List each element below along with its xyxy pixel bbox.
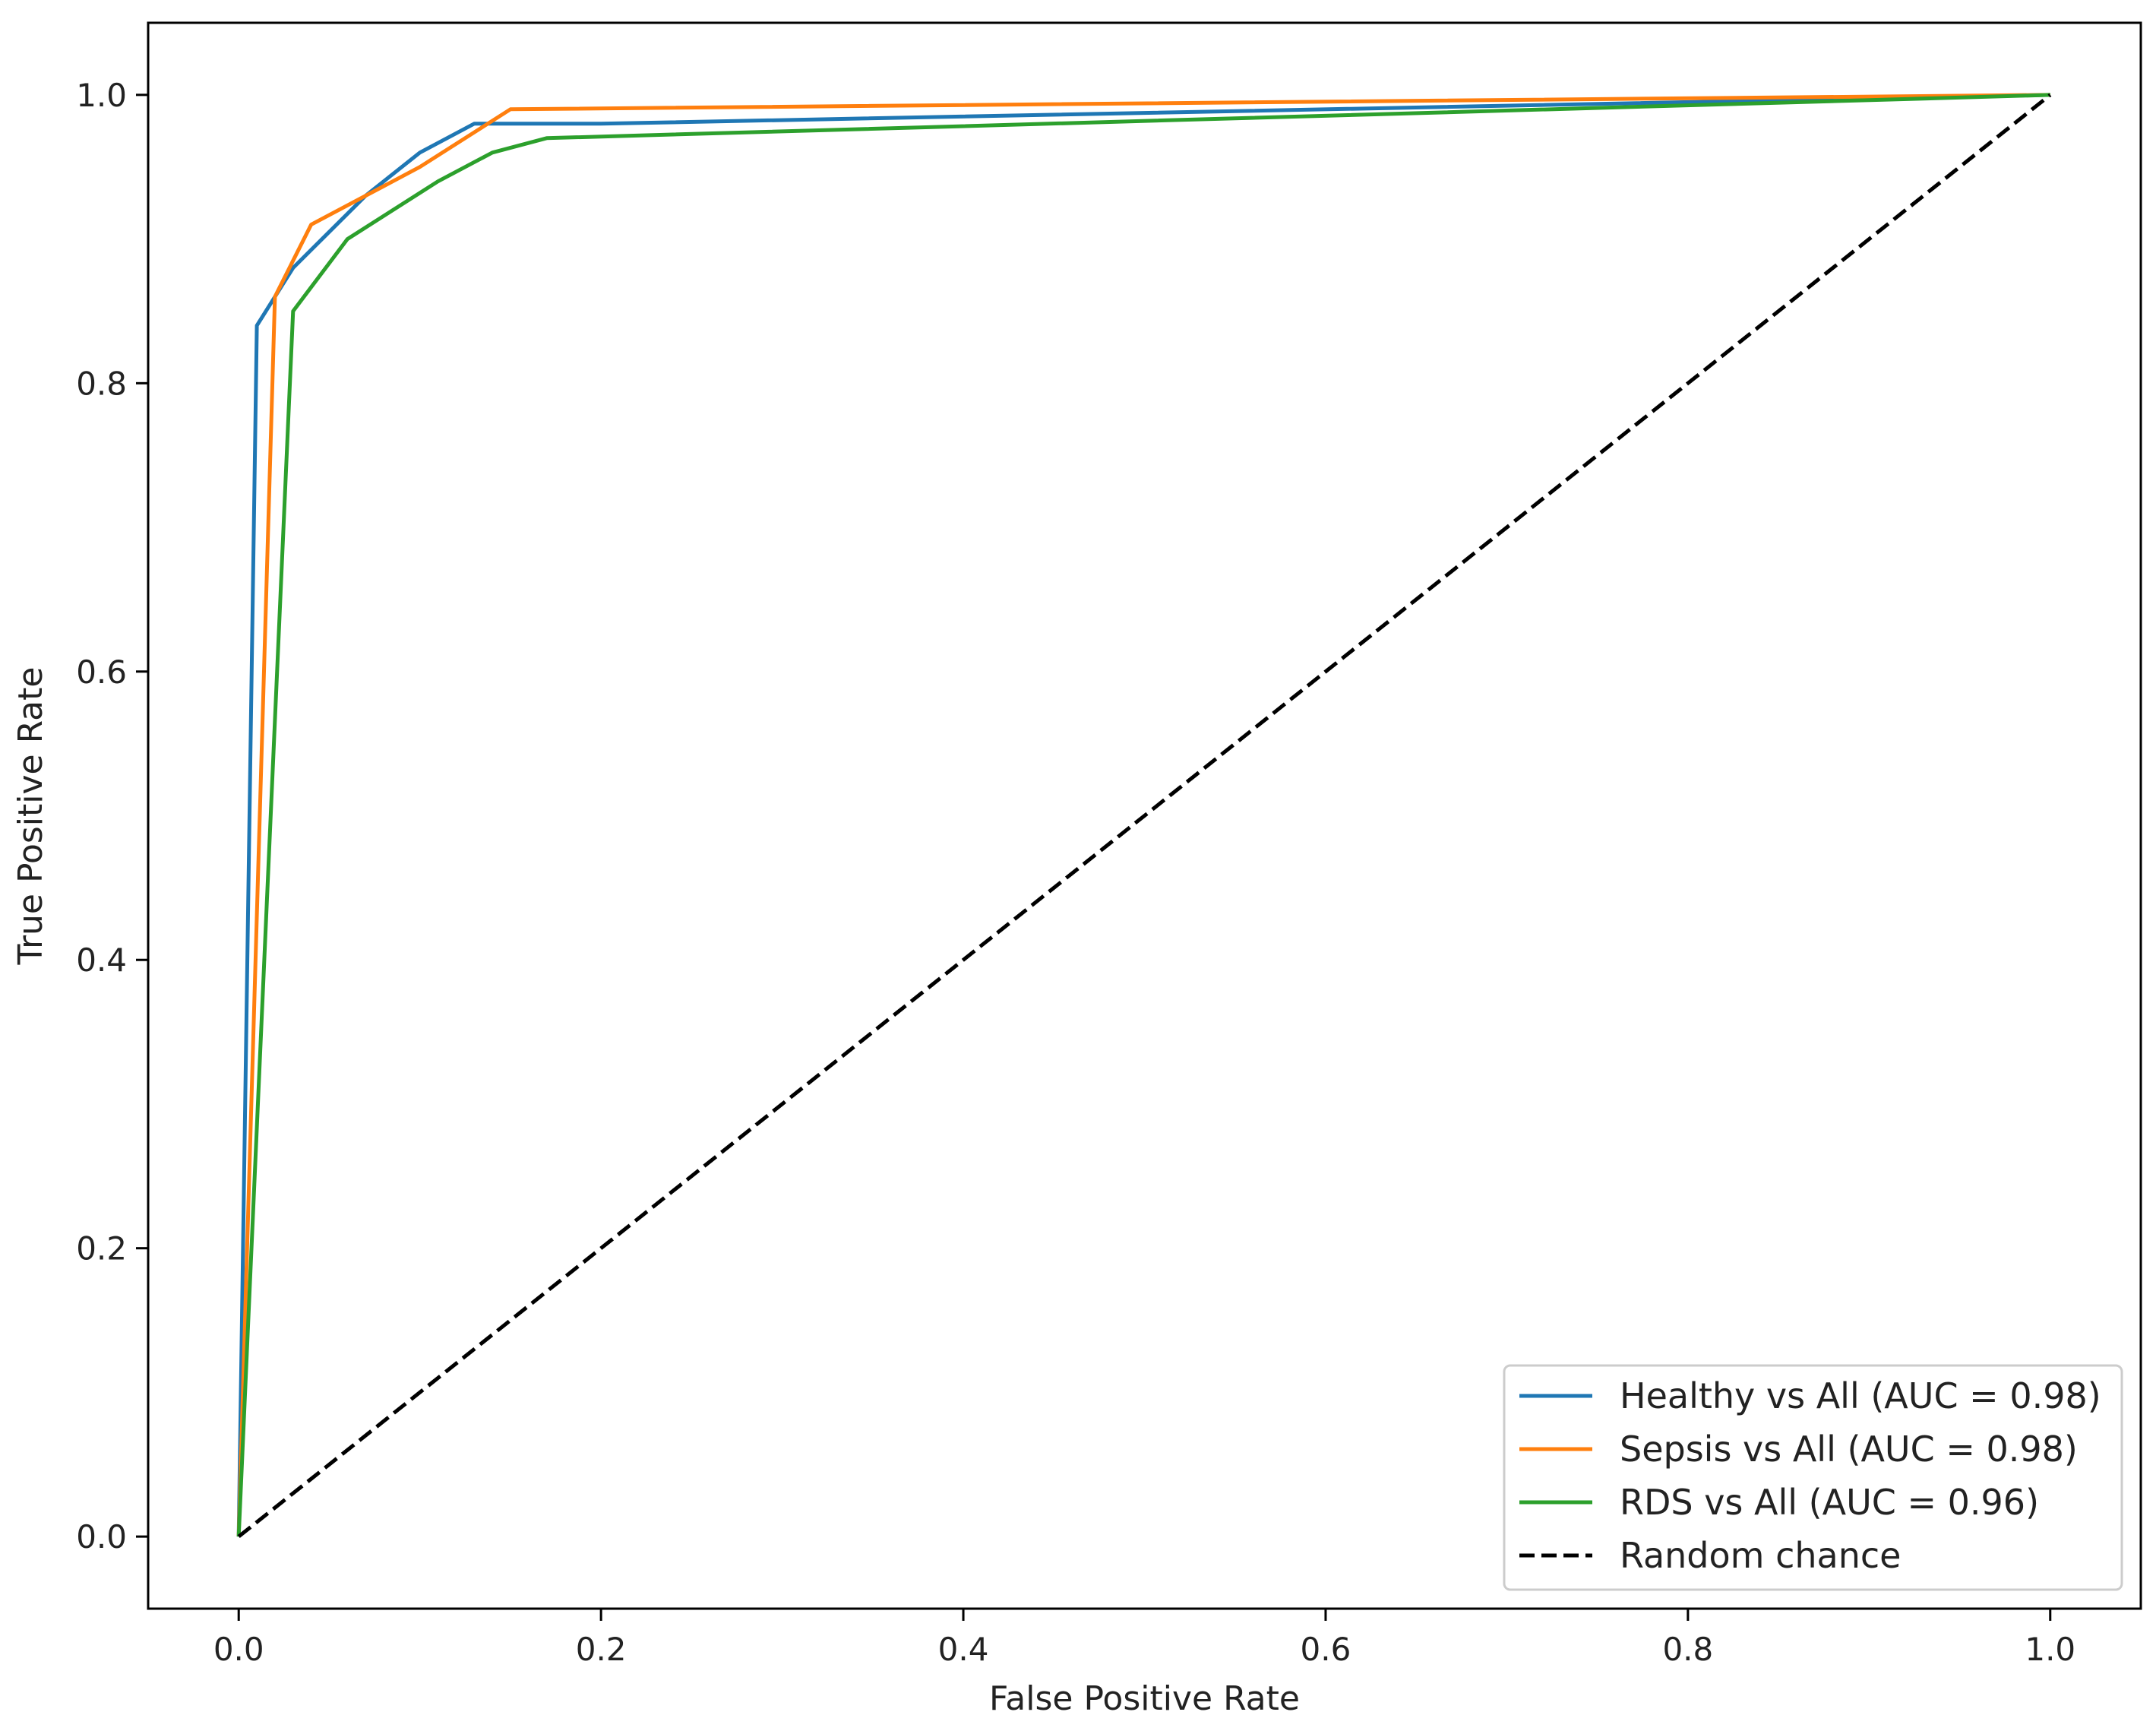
y-axis-title: True Positive Rate bbox=[11, 667, 50, 966]
x-tick-label: 0.2 bbox=[576, 1631, 627, 1668]
legend-label-2: RDS vs All (AUC = 0.96) bbox=[1620, 1482, 2039, 1523]
legend-label-3: Random chance bbox=[1620, 1535, 1901, 1576]
y-tick-label: 0.4 bbox=[76, 941, 127, 979]
plot-area-frame bbox=[147, 21, 2142, 1610]
x-tick-label: 0.6 bbox=[1301, 1631, 1351, 1668]
x-tick-label: 0.4 bbox=[938, 1631, 989, 1668]
y-tick-label: 0.6 bbox=[76, 653, 127, 691]
x-axis: 0.0 0.2 0.4 0.6 0.8 1.0 bbox=[213, 1609, 2075, 1668]
series-line-0 bbox=[236, 93, 2050, 1537]
y-tick-label: 0.0 bbox=[76, 1518, 127, 1555]
legend-label-0: Healthy vs All (AUC = 0.98) bbox=[1620, 1375, 2101, 1416]
x-axis-title: False Positive Rate bbox=[989, 1679, 1300, 1718]
series-layer bbox=[236, 93, 2052, 1539]
series-line-2 bbox=[236, 93, 2050, 1537]
series-line-3 bbox=[237, 93, 2052, 1539]
legend-label-1: Sepsis vs All (AUC = 0.98) bbox=[1620, 1429, 2078, 1470]
x-tick-label: 1.0 bbox=[2025, 1631, 2075, 1668]
y-axis: 0.0 0.2 0.4 0.6 0.8 1.0 bbox=[76, 77, 148, 1555]
x-tick-label: 0.8 bbox=[1662, 1631, 1713, 1668]
y-tick-label: 1.0 bbox=[76, 77, 127, 114]
legend: Healthy vs All (AUC = 0.98) Sepsis vs All… bbox=[1503, 1364, 2123, 1591]
x-tick-label: 0.0 bbox=[213, 1631, 264, 1668]
legend-box bbox=[1503, 1364, 2123, 1591]
y-tick-label: 0.8 bbox=[76, 365, 127, 402]
series-line-1 bbox=[236, 93, 2050, 1537]
y-tick-label: 0.2 bbox=[76, 1230, 127, 1267]
